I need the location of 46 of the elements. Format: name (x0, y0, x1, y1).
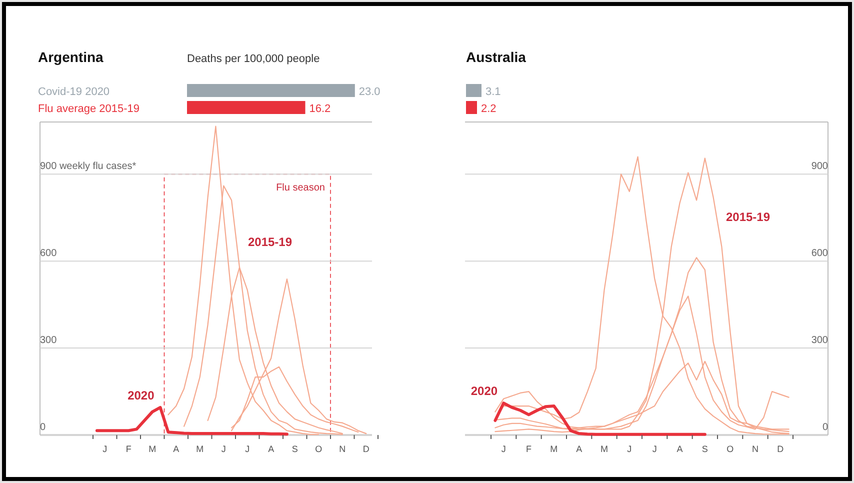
chart-title: Australia (466, 49, 526, 65)
x-tick-label: F (526, 444, 532, 454)
data-label: 2.2 (481, 103, 496, 115)
x-tick-label: F (126, 444, 132, 454)
series-label: 2020 (128, 388, 155, 402)
y-tick-label: Flu average 2015-19 (38, 103, 140, 115)
y-tick-label: 600 (811, 248, 828, 260)
x-tick-label: M (196, 444, 204, 454)
data-label: 16.2 (309, 103, 331, 115)
x-tick-label: A (576, 444, 582, 454)
x-tick-label: A (268, 444, 274, 454)
x-tick-label: S (702, 444, 708, 454)
x-tick-label: J (652, 444, 657, 454)
chart-subtitle: Deaths per 100,000 people (187, 53, 320, 65)
x-tick-label: D (777, 444, 784, 454)
y-tick-label: Covid-19 2020 (38, 86, 110, 98)
x-tick-label: M (600, 444, 608, 454)
series-label: 2020 (470, 384, 498, 398)
x-tick-label: O (315, 444, 322, 454)
x-tick-label: A (173, 444, 180, 454)
x-tick-label: J (501, 444, 506, 454)
y-tick-label: 300 (811, 335, 828, 346)
data-label: 3.1 (486, 86, 501, 98)
x-tick-label: N (752, 444, 758, 454)
x-tick-label: O (726, 444, 734, 454)
annotation: Flu season (276, 182, 325, 194)
x-tick-label: M (148, 444, 156, 454)
x-tick-label: D (362, 444, 370, 454)
x-tick-label: J (102, 444, 108, 454)
annotation: 2015-19 (726, 210, 770, 224)
y-tick-label: 0 (822, 422, 828, 433)
x-tick-label: J (221, 444, 226, 454)
x-tick-label: J (245, 444, 250, 454)
annotation: 2015-19 (248, 235, 292, 250)
x-tick-label: S (292, 444, 298, 454)
x-tick-label: M (550, 444, 558, 454)
y-tick-label: 600 (40, 248, 58, 260)
text: Argentina (38, 49, 104, 65)
data-label: 23.0 (358, 86, 380, 98)
y-tick-label: 900 (811, 161, 828, 172)
x-tick-label: A (676, 444, 683, 454)
y-tick-label: 300 (40, 335, 58, 346)
y-tick-label: 900 weekly flu cases* (40, 161, 136, 172)
x-tick-label: N (339, 444, 346, 454)
y-tick-label: 0 (40, 422, 46, 433)
x-tick-label: J (627, 444, 632, 454)
